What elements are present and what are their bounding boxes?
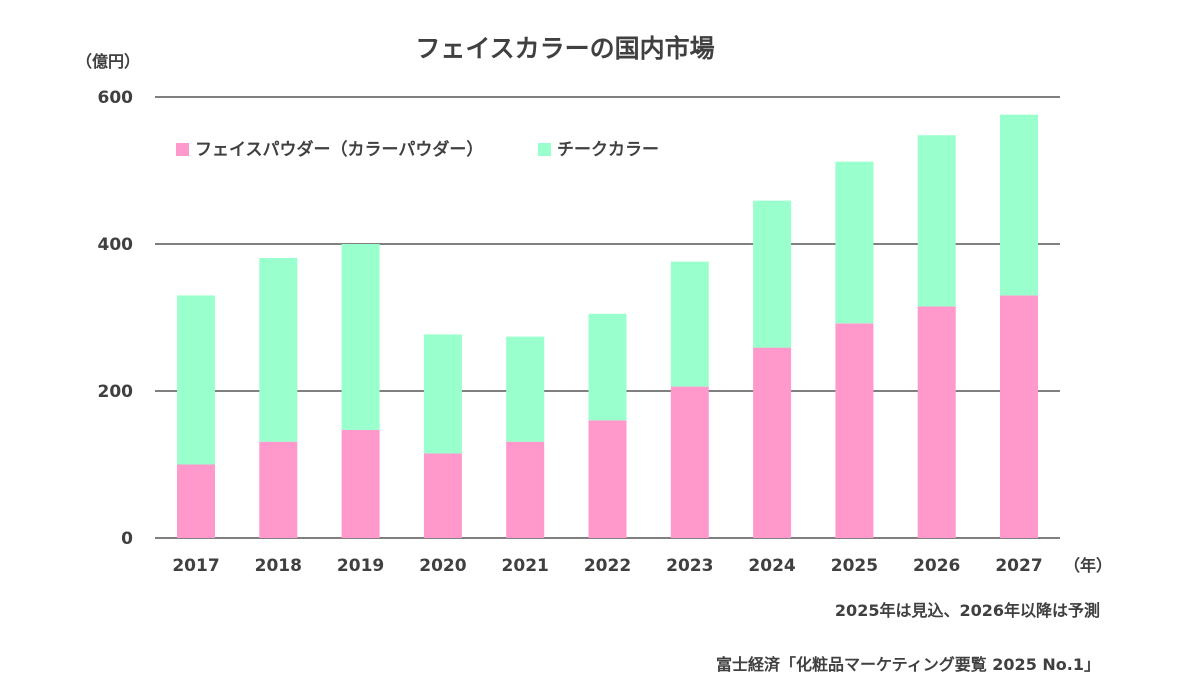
bar-cheek-color-2027 (1000, 114, 1038, 296)
legend-swatch-cheek-color (538, 143, 551, 156)
x-tick-label: 2025 (831, 556, 878, 576)
legend-swatch-face-powder (176, 143, 189, 156)
y-tick-label: 0 (121, 529, 133, 549)
x-tick-label: 2020 (419, 556, 466, 576)
bar-face-powder-2023 (670, 386, 709, 538)
bar-cheek-color-2017 (177, 295, 215, 465)
y-tick-label: 200 (98, 382, 134, 402)
bar-face-powder-2020 (423, 453, 462, 538)
bar-face-powder-2018 (259, 441, 298, 538)
bar-cheek-color-2018 (259, 257, 298, 442)
legend: フェイスパウダー（カラーパウダー） チークカラー (176, 139, 659, 160)
bar-cheek-color-2019 (341, 244, 380, 430)
source-note: 富士経済「化粧品マーケティング要覧 2025 No.1」 (716, 655, 1100, 674)
forecast-note: 2025年は見込、2026年以降は予測 (835, 601, 1100, 620)
bar-face-powder-2017 (177, 464, 215, 538)
x-tick-label: 2019 (337, 556, 384, 576)
bar-cheek-color-2022 (588, 313, 627, 421)
bars (177, 114, 1038, 538)
x-tick-label: 2023 (666, 556, 713, 576)
x-axis-unit: （年） (1064, 556, 1112, 575)
y-tick-label: 600 (98, 88, 134, 108)
bar-face-powder-2024 (753, 347, 792, 538)
bar-cheek-color-2023 (670, 261, 709, 387)
bar-cheek-color-2024 (753, 200, 792, 348)
bar-face-powder-2019 (341, 429, 380, 538)
bar-cheek-color-2025 (835, 161, 874, 324)
bar-face-powder-2026 (917, 306, 956, 538)
bar-cheek-color-2026 (917, 135, 956, 307)
x-tick-label: 2021 (502, 556, 549, 576)
x-tick-label: 2026 (913, 556, 960, 576)
bar-cheek-color-2021 (506, 336, 545, 442)
x-axis-ticks: 2017 2018 2019 2020 2021 2022 2023 2024 2025 2026… (172, 556, 1042, 576)
x-tick-label: 2017 (172, 556, 219, 576)
chart-title: フェイスカラーの国内市場 (415, 34, 714, 63)
bar-face-powder-2021 (506, 441, 545, 538)
legend-label-cheek-color: チークカラー (557, 140, 659, 160)
bar-face-powder-2022 (588, 420, 627, 538)
x-tick-label: 2024 (748, 556, 795, 576)
x-tick-label: 2027 (995, 556, 1042, 576)
y-tick-label: 400 (98, 235, 134, 255)
bar-face-powder-2027 (1000, 295, 1038, 538)
x-tick-label: 2022 (584, 556, 631, 576)
y-axis-ticks: 0 200 400 600 (98, 88, 134, 549)
x-tick-label: 2018 (255, 556, 302, 576)
bar-cheek-color-2020 (423, 334, 462, 454)
legend-label-face-powder: フェイスパウダー（カラーパウダー） (195, 139, 483, 160)
bar-face-powder-2025 (835, 323, 874, 538)
y-axis-unit: （億円） (76, 52, 140, 71)
